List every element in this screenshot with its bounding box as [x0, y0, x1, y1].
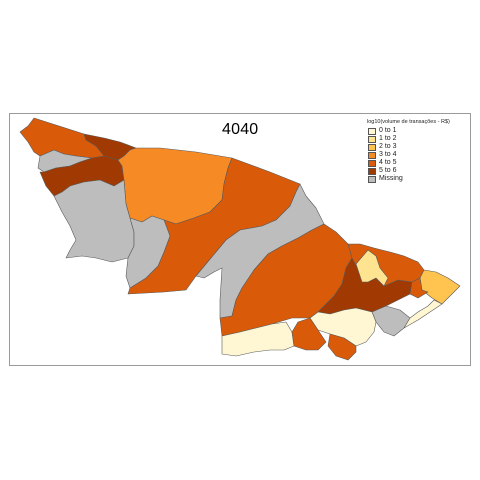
legend-label: 1 to 2	[379, 135, 397, 142]
legend-label: 0 to 1	[379, 127, 397, 134]
legend-label: 4 to 5	[379, 159, 397, 166]
legend-swatch	[368, 143, 376, 151]
region-east-yellow	[355, 249, 389, 287]
legend-item: 3 to 4	[367, 151, 450, 159]
legend-swatch	[368, 135, 376, 143]
legend-item: 1 to 2	[367, 135, 450, 143]
legend-item: 5 to 6	[367, 167, 450, 175]
legend-label: 5 to 6	[379, 167, 397, 174]
legend-swatch	[368, 175, 376, 183]
region-east-tip-yellow	[419, 269, 461, 305]
region-south-orange-a	[291, 317, 327, 351]
region-south-pale-c	[403, 299, 443, 329]
legend-item: 0 to 1	[367, 127, 450, 135]
region-center-grey-south	[125, 215, 171, 289]
legend-label: Missing	[379, 175, 403, 182]
map-legend: log10(volume de transações - R$) 0 to 1 …	[367, 119, 450, 183]
legend-item: Missing	[367, 175, 450, 183]
legend-label: 3 to 4	[379, 151, 397, 158]
legend-swatch	[368, 167, 376, 175]
region-south-orange-b	[327, 333, 357, 361]
legend-label: 2 to 3	[379, 143, 397, 150]
region-center-grey-west	[53, 179, 135, 263]
region-east-grey	[371, 305, 411, 337]
legend-swatch	[368, 151, 376, 159]
legend-swatch	[368, 159, 376, 167]
legend-swatch	[368, 127, 376, 135]
legend-title: log10(volume de transações - R$)	[367, 119, 450, 125]
legend-item: 2 to 3	[367, 143, 450, 151]
region-east-small-orange	[409, 277, 429, 299]
map-title: 4040	[222, 121, 259, 138]
legend-item: 4 to 5	[367, 159, 450, 167]
